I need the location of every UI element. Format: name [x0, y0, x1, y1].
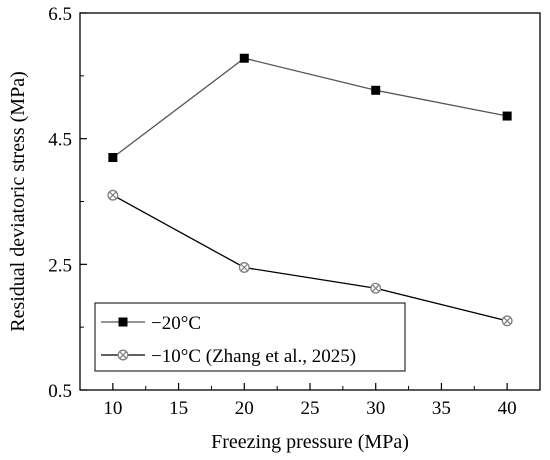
series-2-line: [112, 194, 508, 322]
legend-label-series-2: −10°C (Zhang et al., 2025): [151, 346, 356, 367]
legend: −20°C −10°C (Zhang et al., 2025): [94, 302, 406, 372]
y-axis-ticks: 0.5 2.5 4.5 6.5: [48, 4, 87, 402]
x-tick-label-15: 15: [169, 398, 188, 419]
y-tick-label-0.5: 0.5: [48, 381, 72, 402]
series-1: [108, 53, 512, 163]
series-layer: [107, 53, 513, 327]
legend-marker-series-2: [117, 349, 129, 361]
series-1-point-30: [371, 85, 381, 95]
series-1-point-10: [108, 153, 118, 163]
x-tick-label-40: 40: [498, 398, 517, 419]
series-2-point-10: [107, 189, 119, 201]
plot-area-frame: [79, 12, 541, 391]
series-2-point-30: [370, 282, 382, 294]
x-tick-label-10: 10: [103, 398, 122, 419]
series-1-line: [112, 57, 508, 159]
y-tick-label-6.5: 6.5: [48, 4, 72, 25]
x-axis-ticks: 10 15 20 25 30 35 40: [103, 383, 517, 419]
series-2: [107, 189, 513, 327]
x-tick-label-35: 35: [432, 398, 451, 419]
y-tick-label-4.5: 4.5: [48, 130, 72, 151]
y-tick-label-2.5: 2.5: [48, 255, 72, 276]
series-1-point-40: [502, 111, 512, 121]
series-2-point-20: [238, 262, 250, 273]
series-1-point-20: [239, 53, 249, 63]
x-tick-label-25: 25: [301, 398, 320, 419]
x-tick-label-30: 30: [366, 398, 385, 419]
legend-marker-series-1: [118, 317, 128, 327]
legend-marker-shape-1: [118, 317, 128, 327]
x-axis-title: Freezing pressure (MPa): [211, 431, 409, 453]
y-axis-title: Residual deviatoric stress (MPa): [7, 71, 29, 332]
x-tick-label-20: 20: [235, 398, 254, 419]
legend-box: [94, 302, 406, 372]
series-2-point-40: [501, 315, 513, 327]
legend-marker-shape-2: [117, 349, 129, 361]
legend-label-series-1: −20°C: [151, 313, 201, 334]
